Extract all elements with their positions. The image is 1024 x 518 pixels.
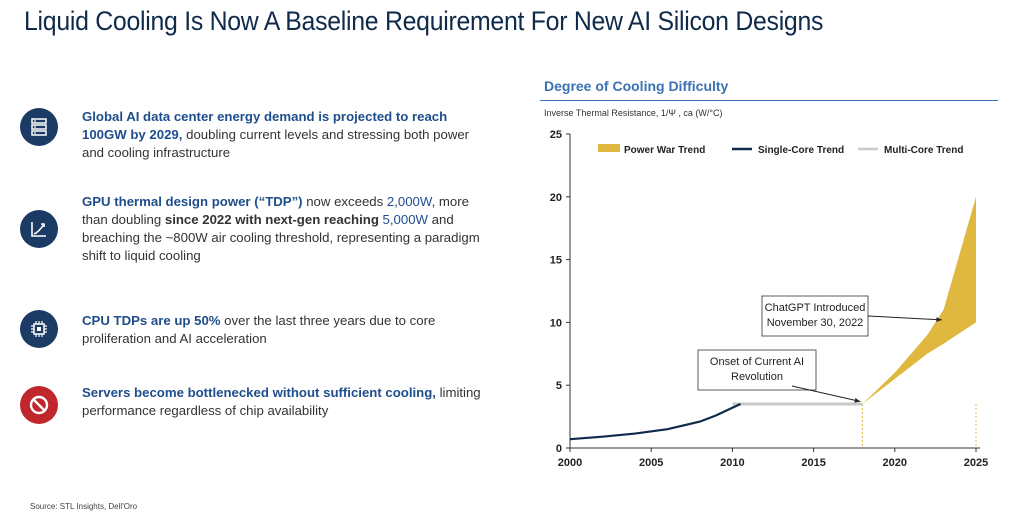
page-title: Liquid Cooling Is Now A Baseline Require… bbox=[24, 6, 824, 36]
legend-label: Single-Core Trend bbox=[758, 145, 844, 156]
annotation-box bbox=[761, 295, 869, 337]
bullet-text: GPU thermal design power (“TDP”) now exc… bbox=[82, 193, 492, 265]
prohibited-icon bbox=[20, 386, 58, 424]
annotation-arrow bbox=[791, 385, 861, 403]
bullet-rest: limiting performance regardless of chip … bbox=[82, 385, 481, 418]
bullet-lead: Global AI data center energy demand is p… bbox=[82, 109, 448, 142]
chart-title-rule bbox=[540, 100, 998, 101]
single-core-trend-line bbox=[569, 403, 741, 441]
y-tick-label: 15 bbox=[550, 255, 562, 267]
x-tick-label: 2000 bbox=[558, 457, 582, 469]
annotation-box bbox=[697, 349, 817, 391]
bullet-mid: now exceeds bbox=[302, 194, 387, 209]
bullet-bold: since 2022 with next-gen reaching bbox=[164, 212, 383, 227]
y-tick-label: 25 bbox=[550, 129, 562, 141]
annotation-text: November 30, 2022 bbox=[767, 317, 864, 329]
annotation-arrow bbox=[867, 315, 942, 321]
cpu-chip-icon bbox=[20, 310, 58, 348]
bullet-rest: doubling current levels and stressing bo… bbox=[82, 127, 470, 160]
trend-up-chart-icon bbox=[20, 210, 58, 248]
legend-label: Power War Trend bbox=[624, 145, 705, 156]
bullet-lead: GPU thermal design power (“TDP”) bbox=[82, 194, 303, 209]
x-tick-label: 2010 bbox=[720, 457, 744, 469]
legend-label: Multi-Core Trend bbox=[884, 145, 963, 156]
bullet-rest: over the last three years due to core pr… bbox=[82, 313, 436, 346]
bullet-text: CPU TDPs are up 50% over the last three … bbox=[82, 312, 492, 348]
bullet-rest: and breaching the ~800W air cooling thre… bbox=[82, 212, 480, 263]
y-tick-label: 0 bbox=[556, 443, 562, 455]
bullet-mid: , more than doubling bbox=[82, 194, 469, 227]
y-tick-label: 20 bbox=[550, 192, 562, 204]
y-axis-label: Inverse Thermal Resistance, 1/Ψ , ca (W/… bbox=[544, 108, 723, 118]
bullet-text: Global AI data center energy demand is p… bbox=[82, 108, 492, 162]
bullet-lead: CPU TDPs are up 50% bbox=[82, 313, 221, 328]
legend-swatch bbox=[598, 144, 620, 152]
y-tick-label: 10 bbox=[550, 317, 562, 329]
annotation-text: Onset of Current AI bbox=[710, 356, 804, 368]
x-tick-label: 2020 bbox=[883, 457, 907, 469]
annotation-arrowhead bbox=[854, 398, 861, 403]
annotation-text: ChatGPT Introduced bbox=[765, 302, 866, 314]
x-tick-label: 2025 bbox=[964, 457, 988, 469]
annotation-text: Revolution bbox=[731, 371, 783, 383]
annotation-arrowhead bbox=[936, 317, 942, 322]
y-tick-label: 5 bbox=[556, 380, 562, 392]
x-tick-label: 2005 bbox=[639, 457, 663, 469]
bullet-value: 5,000W bbox=[382, 212, 428, 227]
source-note: Source: STL Insights, Dell'Oro bbox=[30, 502, 138, 511]
cooling-difficulty-chart: Degree of Cooling Difficulty Inverse The… bbox=[540, 74, 1010, 474]
power-war-trend-area bbox=[862, 196, 976, 405]
server-rack-icon bbox=[20, 108, 58, 146]
chart-title: Degree of Cooling Difficulty bbox=[544, 78, 729, 94]
bullet-value: 2,000W bbox=[386, 194, 432, 209]
x-tick-label: 2015 bbox=[801, 457, 825, 469]
bullet-lead: Servers become bottlenecked without suff… bbox=[82, 385, 436, 400]
bullet-text: Servers become bottlenecked without suff… bbox=[82, 384, 492, 420]
